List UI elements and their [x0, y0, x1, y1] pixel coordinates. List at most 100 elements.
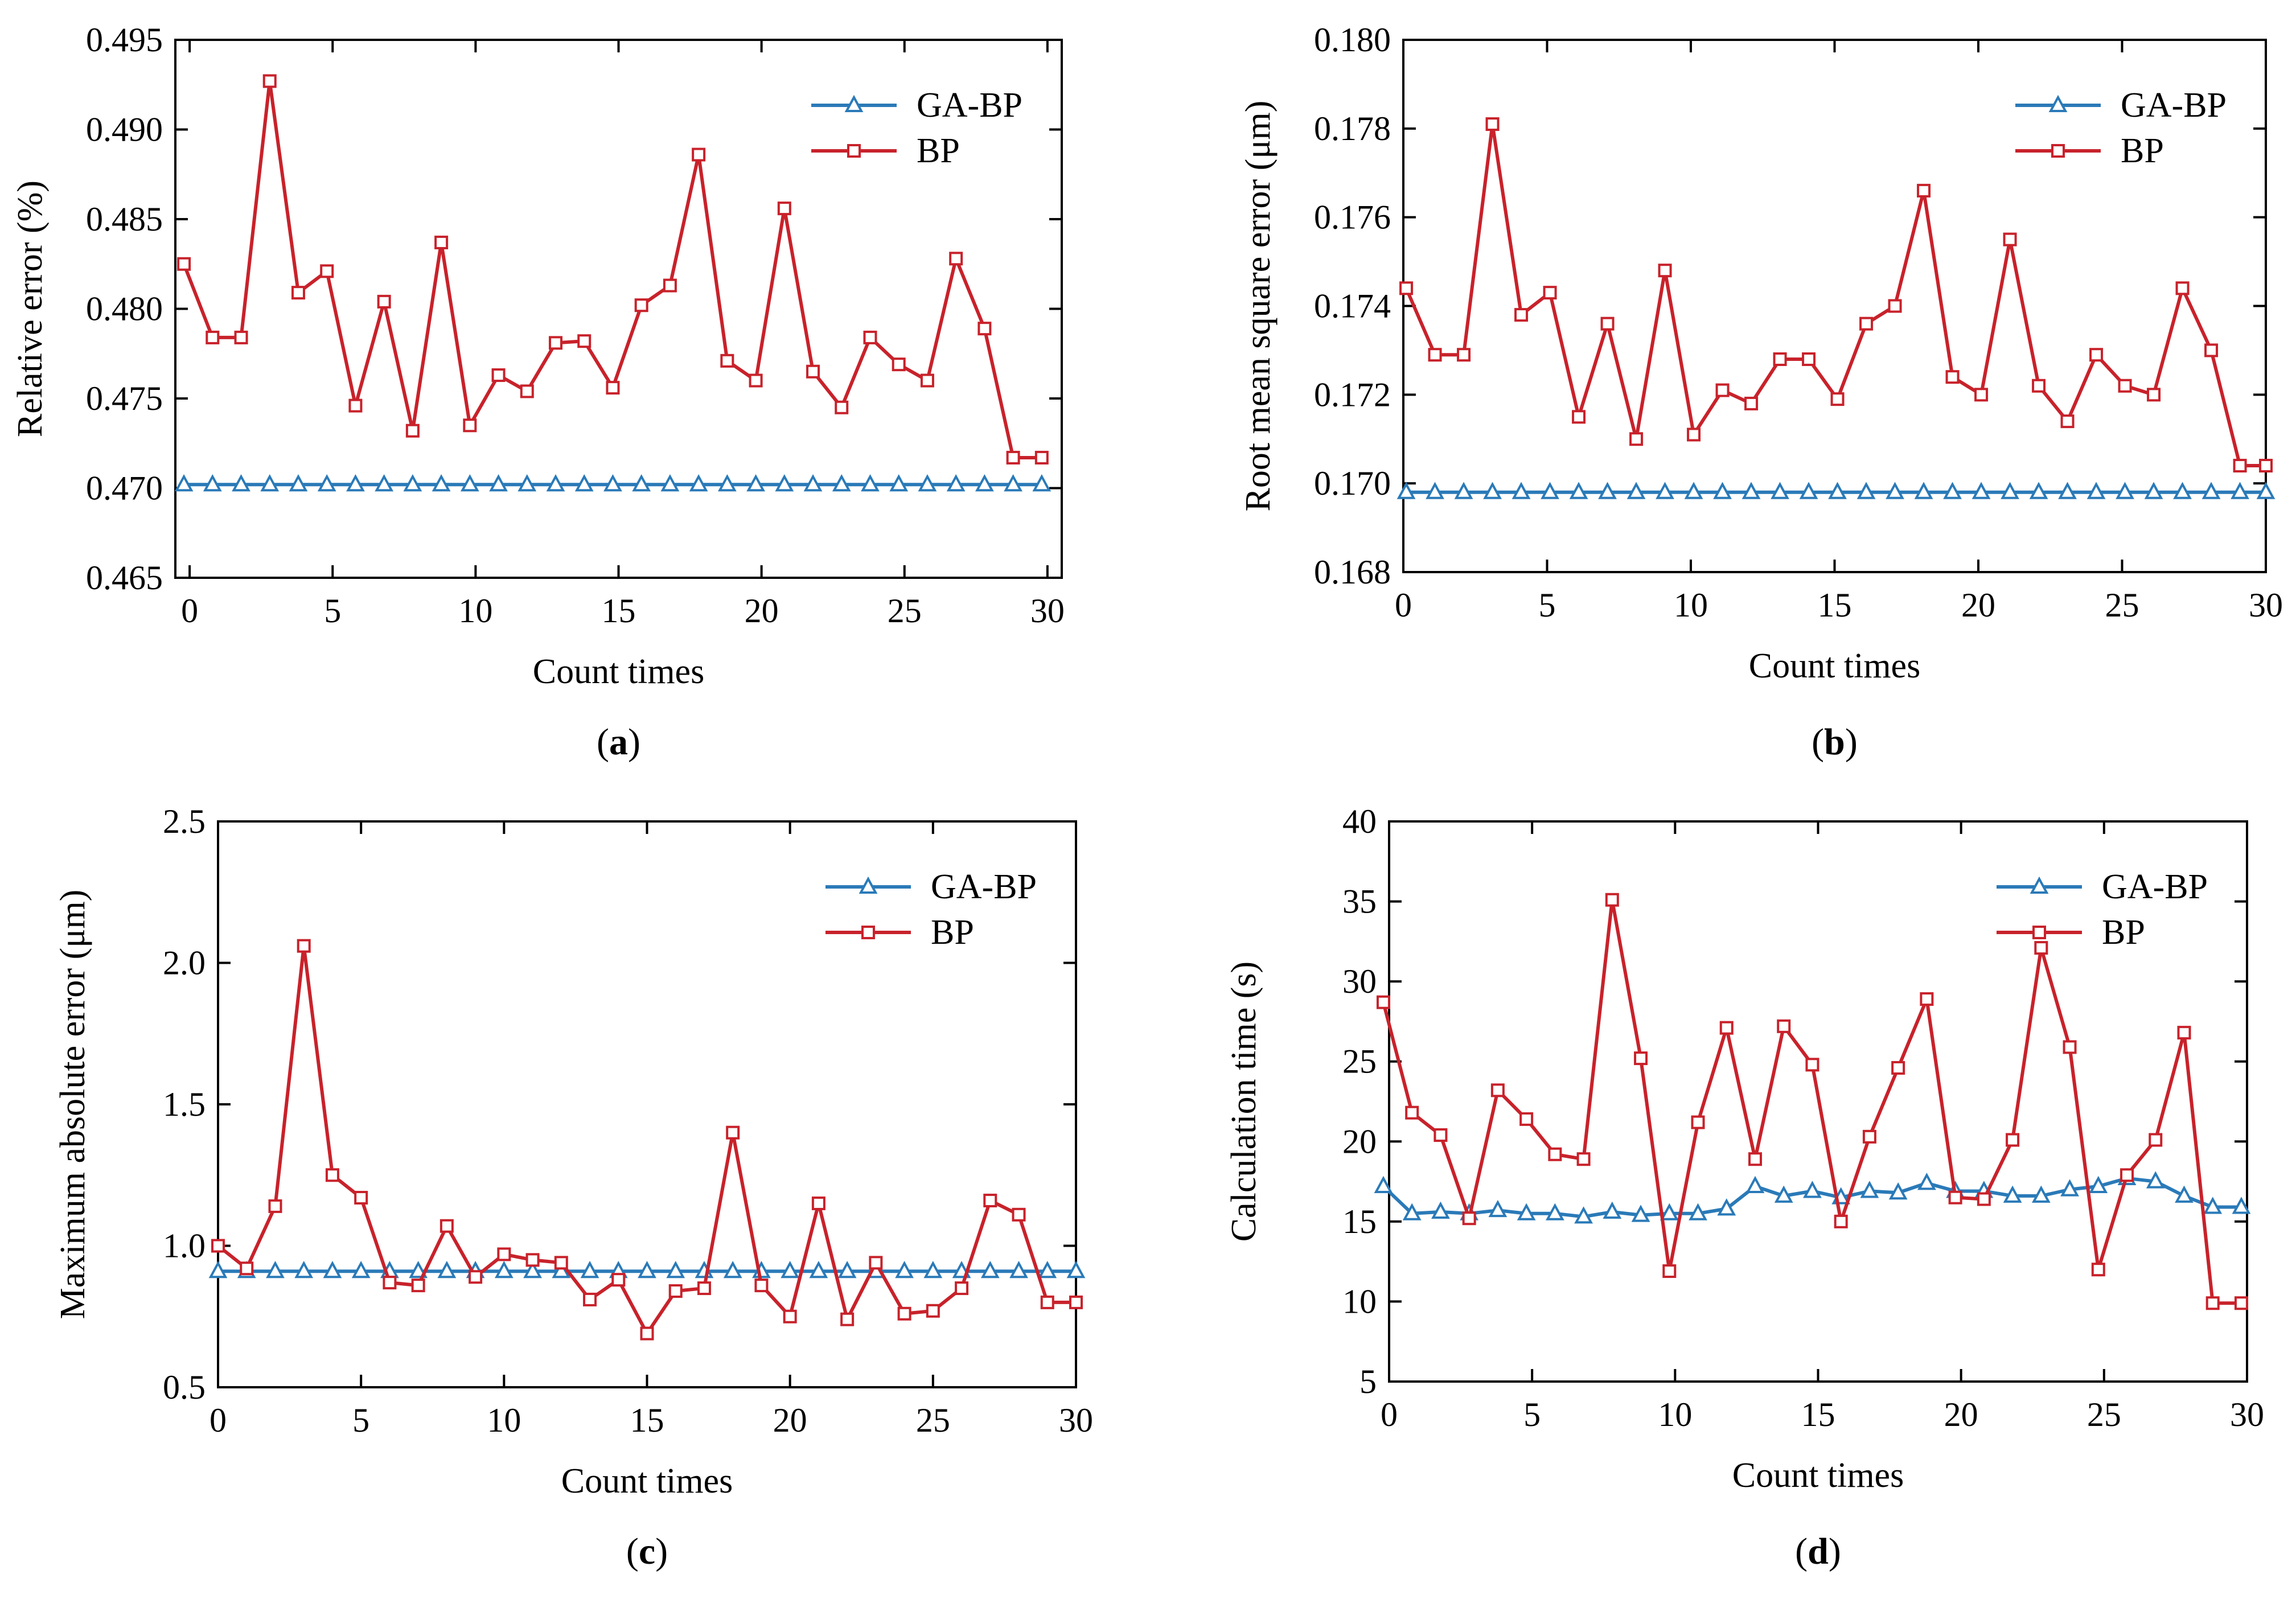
- data-point-ga-bp: [746, 474, 765, 492]
- data-point-ga-bp: [1545, 1203, 1564, 1220]
- data-point-ga-bp: [1598, 482, 1617, 499]
- chart-panel-b: 0 5 10 15 20 25 30 0.168 0.170 0.172 0.174 0.176 0.1…: [1239, 21, 2283, 763]
- data-point-bp: [1576, 1152, 1591, 1166]
- data-point-bp: [1658, 264, 1672, 278]
- x-tick-label: 30: [2249, 586, 2283, 624]
- data-point-ga-bp: [1917, 1173, 1936, 1190]
- data-point-ga-bp: [1431, 1201, 1450, 1219]
- data-point-ga-bp: [1860, 1181, 1879, 1198]
- data-point-ga-bp: [2086, 482, 2106, 499]
- data-point-ga-bp: [523, 1261, 542, 1279]
- data-point-ga-bp: [232, 474, 250, 492]
- data-point-ga-bp: [918, 474, 937, 492]
- data-point-ga-bp: [375, 474, 394, 492]
- data-point-ga-bp: [660, 474, 680, 492]
- data-point-ga-bp: [1066, 1261, 1086, 1279]
- legend: GA-BP BP: [811, 86, 1022, 170]
- data-point-bp: [525, 1253, 540, 1267]
- data-point-bp: [668, 1284, 683, 1298]
- data-point-bp: [806, 364, 820, 379]
- legend-label: BP: [917, 131, 960, 170]
- y-tick-label: 0.176: [1314, 199, 1391, 236]
- y-tick-label: 0.174: [1314, 287, 1391, 325]
- data-point-bp: [240, 1261, 254, 1276]
- y-tick-label: 0.490: [86, 111, 163, 149]
- data-point-bp: [497, 1247, 511, 1261]
- data-point-ga-bp: [895, 1261, 914, 1279]
- data-point-bp: [1543, 286, 1557, 300]
- data-point-ga-bp: [2060, 1179, 2079, 1197]
- data-point-ga-bp: [2173, 482, 2192, 499]
- data-point-ga-bp: [432, 474, 451, 492]
- data-point-bp: [1719, 1021, 1734, 1035]
- data-point-bp: [1948, 1190, 1962, 1205]
- x-axis-label: Count times: [533, 652, 704, 691]
- data-point-bp: [1891, 1060, 1905, 1075]
- data-point-ga-bp: [1454, 482, 1473, 499]
- data-point-ga-bp: [946, 474, 966, 492]
- x-tick-label: 0: [181, 592, 198, 630]
- x-tick-label: 20: [773, 1401, 807, 1439]
- data-point-bp: [1687, 428, 1701, 442]
- data-point-bp: [1977, 1192, 1991, 1206]
- data-point-bp: [2149, 1133, 2163, 1147]
- data-point-bp: [1548, 1147, 1562, 1161]
- data-point-ga-bp: [580, 1261, 599, 1279]
- data-point-bp: [2120, 1168, 2134, 1182]
- data-point-bp: [2060, 414, 2075, 429]
- data-point-ga-bp: [2175, 1185, 2194, 1203]
- x-tick-label: 25: [2087, 1396, 2121, 1433]
- data-point-bp: [1572, 410, 1586, 424]
- y-tick-label: 0.465: [86, 559, 163, 597]
- data-point-bp: [2063, 1040, 2077, 1054]
- plot-frame: [217, 820, 1077, 1388]
- data-point-bp: [1428, 348, 1442, 362]
- data-point-bp: [777, 202, 791, 216]
- data-point-bp: [177, 257, 191, 271]
- data-point-ga-bp: [574, 474, 594, 492]
- data-point-bp: [348, 398, 363, 413]
- data-point-bp: [2032, 379, 2046, 393]
- data-point-ga-bp: [2203, 1197, 2223, 1214]
- data-point-ga-bp: [517, 474, 537, 492]
- data-point-ga-bp: [775, 474, 794, 492]
- data-point-ga-bp: [2003, 1185, 2022, 1203]
- data-point-bp: [1634, 1051, 1648, 1066]
- data-point-ga-bp: [1660, 1203, 1679, 1220]
- data-point-ga-bp: [1631, 1205, 1650, 1222]
- data-point-bp: [554, 1256, 568, 1270]
- data-point-bp: [2204, 343, 2219, 357]
- data-point-bp: [1862, 1129, 1876, 1144]
- data-point-ga-bp: [1426, 482, 1444, 499]
- data-point-bp: [2006, 1133, 2020, 1147]
- data-point-bp: [640, 1326, 654, 1341]
- data-point-ga-bp: [718, 474, 737, 492]
- data-point-bp: [297, 939, 311, 953]
- x-tick-label: 10: [1674, 586, 1708, 624]
- data-point-ga-bp: [208, 1261, 228, 1279]
- data-point-ga-bp: [1684, 482, 1703, 499]
- x-axis-label: Count times: [561, 1462, 733, 1501]
- data-point-bp: [1514, 308, 1529, 322]
- data-point-bp: [291, 286, 305, 300]
- data-point-ga-bp: [1569, 482, 1588, 499]
- legend-label: GA-BP: [2121, 86, 2227, 125]
- legend: GA-BP BP: [825, 868, 1037, 952]
- data-point-bp: [811, 1196, 825, 1210]
- legend-label: GA-BP: [917, 86, 1022, 125]
- data-point-ga-bp: [2231, 482, 2249, 499]
- data-point-bp: [634, 298, 648, 313]
- data-point-ga-bp: [1713, 482, 1732, 499]
- y-tick-label: 10: [1342, 1283, 1377, 1320]
- legend-marker-square: [2051, 144, 2065, 158]
- data-point-ga-bp: [323, 1261, 342, 1279]
- data-point-ga-bp: [403, 474, 422, 492]
- data-point-bp: [1888, 299, 1902, 313]
- data-point-bp: [1744, 396, 1759, 410]
- y-tick-label: 2.0: [163, 944, 206, 982]
- data-point-ga-bp: [2058, 482, 2077, 499]
- data-point-ga-bp: [1774, 1185, 1793, 1203]
- data-point-bp: [520, 384, 534, 398]
- x-tick-label: 15: [630, 1401, 664, 1439]
